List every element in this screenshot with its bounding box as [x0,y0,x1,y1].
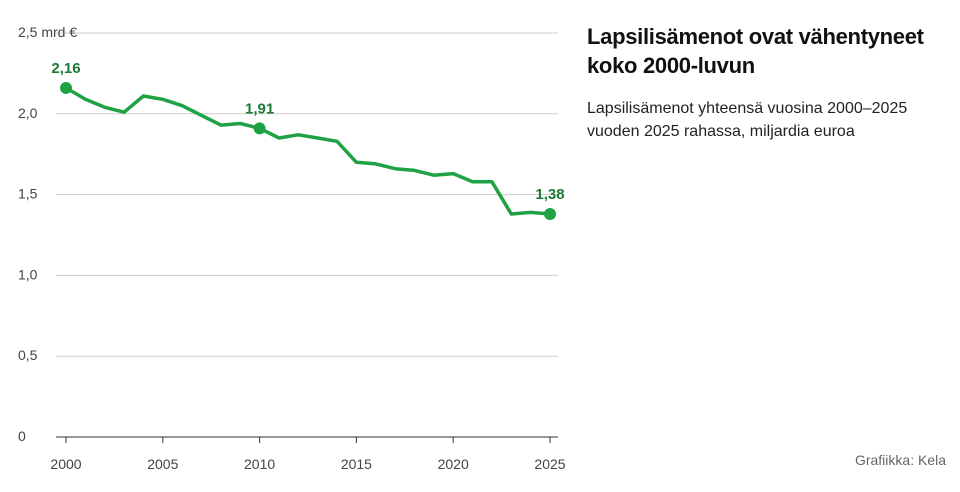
y-tick-label: 0 [18,428,26,444]
x-tick-label: 2015 [341,456,372,472]
data-label: 2,16 [51,60,80,77]
source-credit: Grafiikka: Kela [854,452,946,468]
highlight-point [253,122,266,135]
y-tick-label: 1,5 [18,186,38,202]
x-axis-ticks: 2000 2005 2010 2015 2020 2025 [50,437,566,472]
highlight-markers [60,81,556,220]
y-tick-label: 0,5 [18,347,38,363]
x-tick-label: 2010 [244,456,275,472]
data-label: 1,91 [245,100,274,117]
y-tick-label: 1,0 [18,266,38,282]
series-line [64,86,552,216]
y-tick-label: 2,5 mrd € [18,24,77,40]
highlight-point [544,207,556,220]
y-axis-tick-labels: 0 0,5 1,0 1,5 2,0 2,5 mrd € [18,24,77,444]
chart-subtitle: Lapsilisämenot yhteensä vuosina 2000–202… [587,100,908,140]
x-tick-label: 2020 [438,456,469,472]
x-tick-label: 2025 [534,456,565,472]
grid-lines [56,32,558,357]
highlight-point [60,81,72,94]
data-label: 1,38 [535,186,564,203]
x-tick-label: 2005 [147,456,178,472]
x-tick-label: 2000 [50,456,81,472]
y-tick-label: 2,0 [18,105,38,121]
data-labels: 2,16 1,91 1,38 [51,60,564,203]
chart-title: Lapsilisämenot ovat vähentyneet koko 200… [587,24,924,78]
